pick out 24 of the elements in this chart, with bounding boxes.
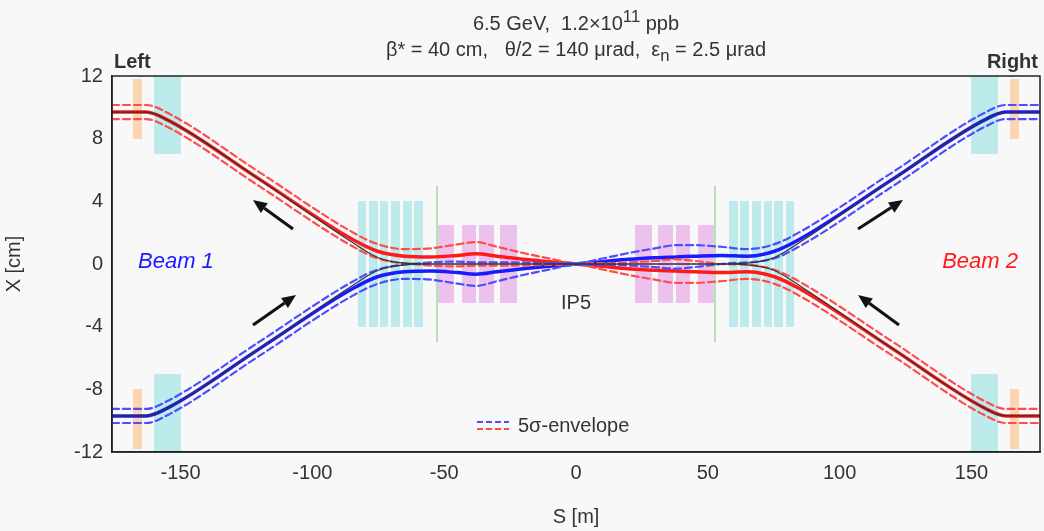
y-tick-label: -8 <box>85 376 103 399</box>
x-axis-title: S [m] <box>552 504 600 527</box>
y-tick-label: 4 <box>91 188 103 211</box>
y-tick-label: 12 <box>80 63 103 86</box>
x-tick-label: -100 <box>292 460 333 483</box>
x-tick-label: -50 <box>429 460 459 483</box>
x-tick-label: -150 <box>160 460 201 483</box>
annotation: IP5 <box>560 290 592 314</box>
text: Beam 2 <box>942 248 1018 274</box>
x-tick-label: 100 <box>822 460 857 483</box>
legend-label: 5σ-envelope <box>518 414 630 437</box>
text: Beam 1 <box>138 248 214 274</box>
y-tick-label: -12 <box>74 439 103 462</box>
y-axis-title: X [cm] <box>1 235 24 293</box>
chart-title: 6.5 GeV, 1.2×10$^{11}$ ppb <box>471 6 681 36</box>
y-tick-label: 8 <box>91 126 103 149</box>
x-tick-label: 0 <box>570 460 582 483</box>
chart-subtitle: β* = 40 cm, θ/2 = 140 μrad, ε$_{n}$ = 2.5 μrad <box>385 37 767 65</box>
text: Right <box>986 50 1038 73</box>
x-tick-label: 50 <box>696 460 719 483</box>
y-tick-label: -4 <box>85 314 103 337</box>
y-tick-label: 0 <box>91 251 103 274</box>
x-tick-label: 150 <box>954 460 989 483</box>
text: Left <box>114 50 151 73</box>
